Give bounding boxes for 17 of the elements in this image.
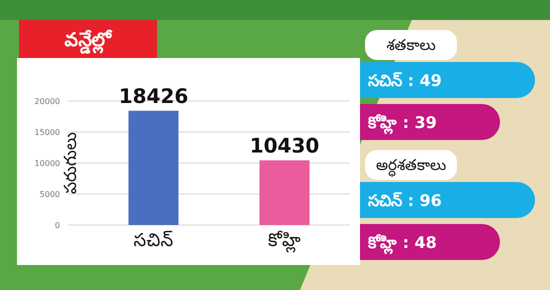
text: అర్ధశతకాలు xyxy=(376,156,446,177)
text: సచిన్ : 49 xyxy=(368,71,442,90)
y-tick-label: 20000 xyxy=(34,97,60,106)
y-tick-label: 0 xyxy=(54,221,60,230)
x-tick-label: సచిన్ xyxy=(134,230,174,251)
data-label: 18426 xyxy=(118,84,188,108)
text: కోహ్లి : 48 xyxy=(367,233,437,255)
y-axis-title: పరుగులు xyxy=(61,132,81,194)
x-tick-label: కోహ్లి xyxy=(268,230,301,253)
y-tick-label: 15000 xyxy=(34,128,60,137)
y-tick-label: 5000 xyxy=(40,190,60,199)
data-label: 10430 xyxy=(250,133,320,158)
y-tick-label: 10000 xyxy=(34,159,60,168)
text: కోహ్లి : 39 xyxy=(367,113,437,135)
text: సచిన్ : 96 xyxy=(368,191,442,210)
chart-title: వన్డేల్లో xyxy=(64,29,114,54)
text: శతకాలు xyxy=(386,36,436,54)
